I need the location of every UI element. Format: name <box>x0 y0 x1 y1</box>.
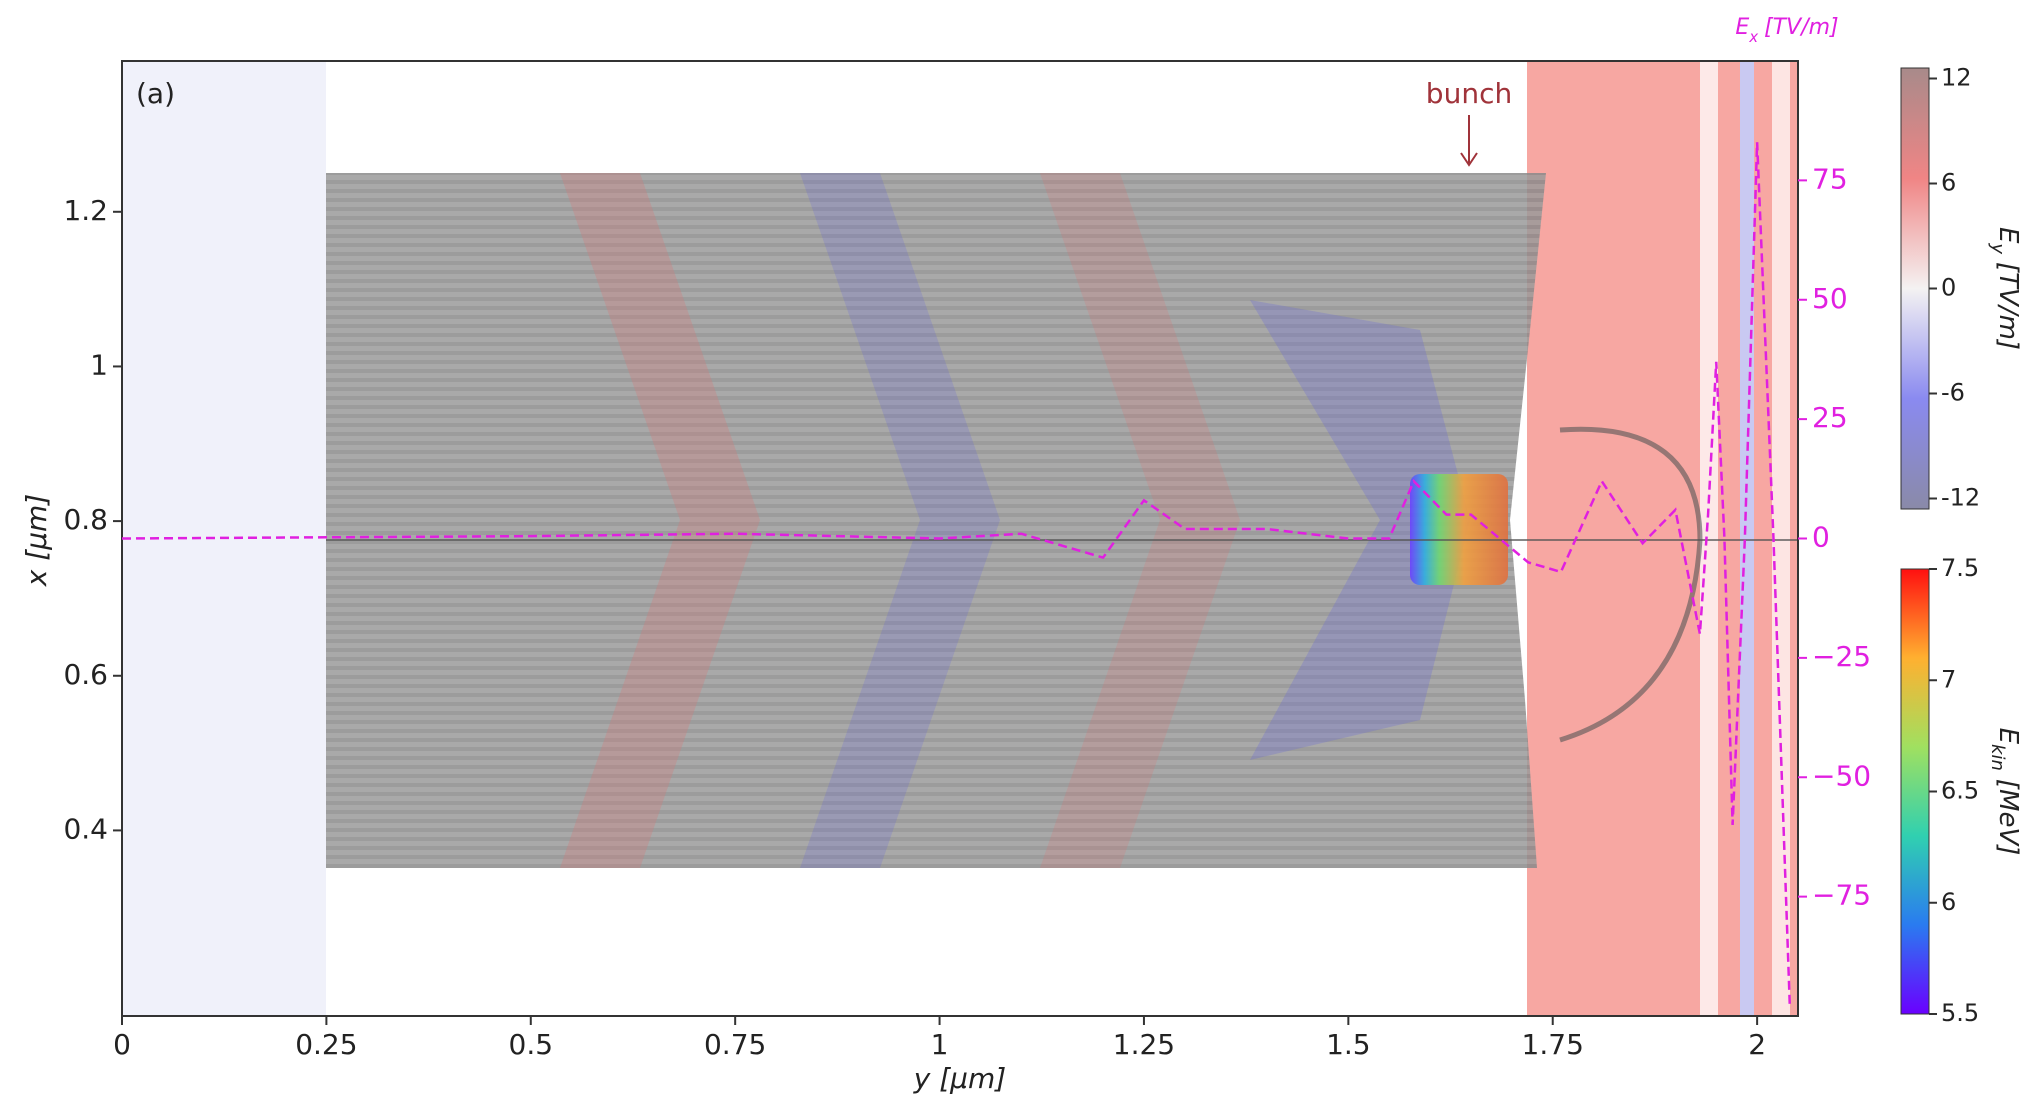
label-unit: [TV/m] <box>1764 15 1839 40</box>
colorbar-tick-label: 6.5 <box>1941 777 1979 805</box>
colorbar-tick-label: 12 <box>1941 64 1972 92</box>
colorbar-tick-label: 6 <box>1941 169 1956 197</box>
y2-tick-label: 25 <box>1812 401 1848 434</box>
y-tick-label: 1.2 <box>63 194 108 227</box>
x-tick-label: 0.25 <box>295 1028 357 1061</box>
y2-tick-label: −50 <box>1812 759 1871 792</box>
x-tick-label: 0.5 <box>509 1028 554 1061</box>
colorbar-tick-label: 0 <box>1941 274 1956 302</box>
label-symbol: E <box>1994 227 2024 244</box>
y2-tick-label: 75 <box>1812 162 1848 195</box>
label-symbol: E <box>1735 15 1749 40</box>
y2-tick-label: 50 <box>1812 282 1848 315</box>
label-subscript: kin <box>1988 744 2009 771</box>
label-subscript: y <box>1988 242 2009 254</box>
y-axis-label: x [μm] <box>20 494 53 587</box>
colorbar-tick-label: 5.5 <box>1941 999 1979 1027</box>
field-background <box>122 61 1798 1016</box>
label-subscript: x <box>1748 28 1758 46</box>
annotation: bunch <box>1426 77 1512 110</box>
colorbar <box>1900 67 1930 510</box>
x-axis-label: y [μm] <box>913 1062 1006 1095</box>
colorbar-label: Ekin [MeV] <box>1988 728 2024 856</box>
y-tick-label: 0.6 <box>63 658 108 691</box>
y-tick-label: 0.4 <box>63 812 108 845</box>
x-tick-label: 0 <box>113 1028 131 1061</box>
x-tick-label: 2 <box>1748 1028 1766 1061</box>
data-line <box>121 142 1792 1007</box>
colorbar-tick-label: 7.5 <box>1941 554 1979 582</box>
label-unit: [TV/m] <box>1994 262 2024 350</box>
label-symbol: E <box>1994 728 2024 745</box>
panel-label: (a) <box>136 77 175 110</box>
x-tick-label: 1.5 <box>1326 1028 1371 1061</box>
y-tick-label: 1 <box>90 348 108 381</box>
label-unit: [MeV] <box>1994 779 2024 856</box>
y2-axis-label: Ex [TV/m] <box>1735 15 1838 46</box>
y2-tick-label: −75 <box>1812 879 1871 912</box>
colorbar-tick-label: 6 <box>1941 888 1956 916</box>
colorbar-label: Ey [TV/m] <box>1988 227 2024 350</box>
x-tick-label: 1.75 <box>1522 1028 1584 1061</box>
annotation-arrow-head <box>1460 152 1478 167</box>
y2-tick-label: −25 <box>1812 640 1871 673</box>
colorbar-tick-label: -12 <box>1941 484 1980 512</box>
x-tick-label: 1 <box>931 1028 949 1061</box>
x-tick-label: 1.25 <box>1113 1028 1175 1061</box>
colorbar <box>1900 568 1930 1015</box>
y-tick-label: 0.8 <box>63 503 108 536</box>
colorbar-tick-label: 7 <box>1941 665 1956 693</box>
y2-tick-label: 0 <box>1812 521 1830 554</box>
x-tick-label: 0.75 <box>704 1028 766 1061</box>
colorbar-tick-label: -6 <box>1941 379 1965 407</box>
